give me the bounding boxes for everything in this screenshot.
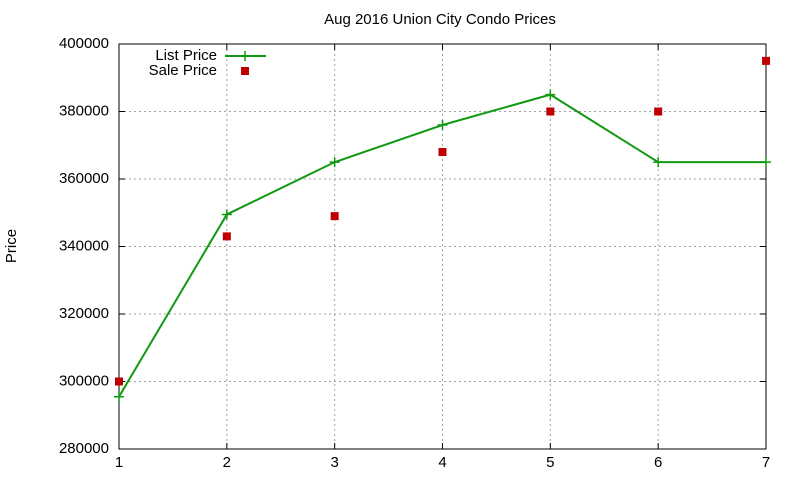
y-tick-label: 400000 bbox=[59, 35, 109, 52]
point bbox=[222, 232, 231, 241]
legend-swatch bbox=[240, 51, 250, 61]
legend-label: List Price bbox=[155, 47, 217, 64]
x-tick-label: 6 bbox=[654, 454, 662, 471]
point bbox=[329, 157, 340, 168]
x-tick-label: 3 bbox=[330, 454, 338, 471]
x-tick-label: 2 bbox=[223, 454, 231, 471]
x-tick-label: 4 bbox=[438, 454, 446, 471]
y-tick-label: 340000 bbox=[59, 237, 109, 254]
point bbox=[762, 56, 770, 65]
point bbox=[221, 209, 232, 220]
y-tick-label: 320000 bbox=[59, 305, 109, 322]
y-tick-label: 300000 bbox=[59, 372, 109, 389]
point bbox=[114, 391, 124, 402]
point bbox=[761, 157, 771, 168]
point bbox=[546, 107, 555, 116]
x-tick-label: 7 bbox=[762, 454, 770, 471]
point bbox=[654, 107, 663, 116]
point bbox=[545, 89, 556, 100]
point bbox=[437, 120, 448, 130]
y-tick-label: 380000 bbox=[59, 102, 109, 119]
x-tick-label: 5 bbox=[546, 454, 554, 471]
point bbox=[115, 377, 123, 386]
y-axis-label: Price bbox=[3, 229, 20, 263]
plot-frame bbox=[118, 43, 767, 450]
y-tick-label: 280000 bbox=[59, 440, 109, 457]
legend-label: Sale Price bbox=[149, 62, 217, 79]
x-tick-label: 1 bbox=[115, 454, 123, 471]
point bbox=[653, 157, 664, 168]
legend-swatch bbox=[241, 67, 249, 75]
y-tick-label: 360000 bbox=[59, 170, 109, 187]
point bbox=[438, 148, 447, 156]
point bbox=[330, 212, 339, 221]
chart-title: Aug 2016 Union City Condo Prices bbox=[324, 11, 556, 28]
